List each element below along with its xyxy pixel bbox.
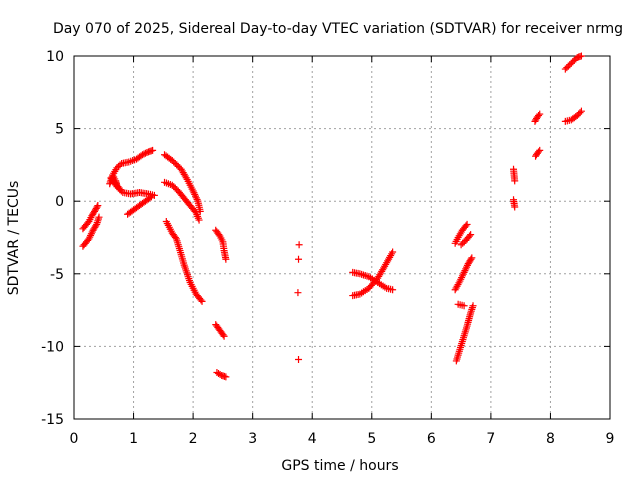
- series-arc-d: [124, 193, 155, 218]
- data-point-marker: [141, 149, 149, 157]
- data-point-marker: [536, 146, 544, 154]
- data-points: [79, 52, 585, 381]
- x-tick-label: 3: [248, 431, 257, 447]
- series-arc-a1: [79, 202, 102, 233]
- y-tick-label: 10: [46, 49, 64, 65]
- series-arc-g: [161, 178, 203, 224]
- data-point-marker: [189, 187, 197, 195]
- data-point-marker: [197, 296, 205, 304]
- data-point-marker: [149, 146, 157, 154]
- data-point-marker: [198, 297, 206, 305]
- y-tick-label: -10: [41, 339, 64, 355]
- data-point-marker: [191, 192, 199, 200]
- series-arc-p: [510, 165, 519, 211]
- y-tick-label: 5: [55, 122, 64, 138]
- data-point-marker: [469, 302, 477, 310]
- data-point-marker: [182, 174, 190, 182]
- plot-frame: [73, 55, 611, 420]
- y-tick-label: 0: [55, 194, 64, 210]
- series-arc-n: [451, 254, 476, 294]
- x-tick-label: 0: [70, 431, 79, 447]
- series-arc-l: [349, 248, 397, 300]
- data-point-marker: [389, 286, 397, 294]
- data-point-marker: [535, 148, 543, 156]
- data-point-marker: [138, 151, 146, 159]
- series-arc-q: [531, 110, 544, 160]
- x-tick-label: 6: [427, 431, 436, 447]
- data-point-marker: [511, 203, 519, 211]
- data-point-marker: [576, 109, 584, 117]
- data-point-marker: [150, 191, 158, 199]
- data-point-marker: [92, 222, 100, 230]
- data-point-marker: [116, 186, 124, 194]
- series-arc-h: [162, 218, 206, 305]
- axis-ticks: 0 1 2 3 4 5 6 7 8 9 10 5 0 -5 -10 -15: [41, 49, 614, 447]
- data-point-marker: [140, 150, 148, 158]
- data-point-marker: [389, 248, 397, 256]
- series-arc-j: [294, 241, 303, 363]
- data-point-marker: [467, 231, 475, 239]
- x-tick-label: 9: [606, 431, 615, 447]
- data-point-marker: [467, 255, 475, 263]
- data-point-marker: [190, 189, 198, 197]
- data-point-marker: [220, 332, 228, 340]
- x-tick-label: 2: [189, 431, 198, 447]
- series-arc-i: [212, 226, 230, 381]
- data-point-marker: [577, 107, 585, 115]
- data-point-marker: [191, 190, 199, 198]
- y-tick-label: -15: [41, 412, 64, 428]
- series-arc-e: [109, 171, 124, 194]
- data-point-marker: [463, 220, 471, 228]
- data-point-marker: [195, 216, 203, 224]
- data-point-marker: [146, 194, 154, 202]
- data-point-marker: [192, 194, 200, 202]
- x-axis-label: GPS time / hours: [281, 458, 398, 474]
- data-point-marker: [294, 289, 302, 297]
- data-point-marker: [147, 193, 155, 201]
- x-tick-label: 1: [129, 431, 138, 447]
- series-arc-o: [452, 300, 477, 365]
- data-point-marker: [465, 232, 473, 240]
- x-tick-label: 4: [308, 431, 317, 447]
- series-arc-m: [451, 220, 475, 249]
- y-axis-label: SDTVAR / TECUs: [6, 181, 22, 296]
- grid: [74, 56, 610, 419]
- data-point-marker: [93, 203, 101, 211]
- data-point-marker: [577, 52, 585, 60]
- data-point-marker: [219, 331, 227, 339]
- series-arc-r: [561, 52, 585, 125]
- data-point-marker: [95, 213, 103, 221]
- chart-title: Day 070 of 2025, Sidereal Day-to-day VTE…: [53, 21, 623, 37]
- data-point-marker: [295, 355, 303, 363]
- data-point-marker: [222, 255, 230, 263]
- data-point-marker: [171, 234, 179, 241]
- data-point-marker: [94, 202, 102, 210]
- data-point-marker: [535, 112, 543, 120]
- data-point-marker: [216, 370, 224, 378]
- data-point-marker: [462, 222, 470, 230]
- series-arc-f: [161, 151, 204, 215]
- data-point-marker: [460, 302, 468, 310]
- data-point-marker: [295, 241, 303, 249]
- x-tick-label: 8: [546, 431, 555, 447]
- data-point-marker: [536, 110, 544, 118]
- x-tick-label: 7: [486, 431, 495, 447]
- x-tick-label: 5: [367, 431, 376, 447]
- data-point-marker: [115, 184, 123, 192]
- data-point-marker: [193, 196, 201, 204]
- series-arc-a2: [79, 213, 103, 250]
- data-point-marker: [511, 177, 519, 185]
- y-tick-label: -5: [50, 267, 64, 283]
- data-point-marker: [468, 254, 476, 262]
- data-point-marker: [222, 373, 230, 381]
- data-point-marker: [295, 255, 303, 263]
